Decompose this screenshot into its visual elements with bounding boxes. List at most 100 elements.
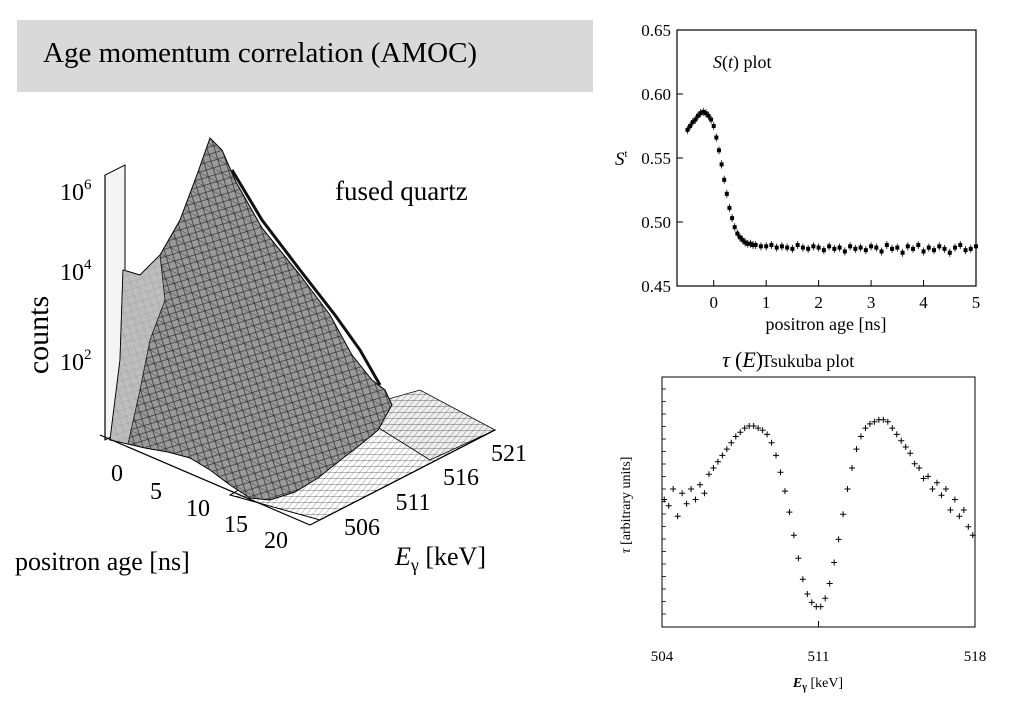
banner-title: Age momentum correlation (AMOC) xyxy=(43,37,478,69)
st-y-tick-label: 0.60 xyxy=(641,85,671,104)
amoc-surface-chart: fused quartz counts 102 104 106 0 5 10 15 20 506 51… xyxy=(15,137,527,576)
tau-data-point xyxy=(947,507,954,513)
y-tick-label: 516 xyxy=(443,465,479,491)
tau-data-point xyxy=(933,479,940,486)
tau-plot-background xyxy=(608,375,996,700)
tau-data-point xyxy=(750,423,757,429)
st-x-tick-label: 0 xyxy=(709,293,718,312)
tau-data-point xyxy=(925,473,932,480)
tau-data-point xyxy=(799,576,806,583)
surface-x-label: positron age [ns] xyxy=(15,547,190,576)
tsukuba-title: Tsukuba plot xyxy=(761,351,854,371)
tau-data-point xyxy=(661,496,668,503)
surface-mesh xyxy=(110,138,392,500)
tau-data-point xyxy=(969,532,976,539)
tau-data-point xyxy=(884,418,891,425)
tsukuba-plot: τ ‾ (E) Tsukuba plot 504 511 518 τ [arbitr… xyxy=(608,345,996,700)
x-tick-label: 15 xyxy=(224,512,248,538)
tau-data-point xyxy=(938,492,945,499)
y-tick-label: 521 xyxy=(491,441,527,467)
tau-data-point xyxy=(723,446,730,453)
tau-data-point xyxy=(741,425,748,432)
tau-data-point xyxy=(942,486,949,492)
tau-data-point xyxy=(831,559,838,566)
tau-symbol-title: τ xyxy=(722,347,731,372)
tau-data-point xyxy=(710,465,717,471)
tau-data-point xyxy=(929,486,936,492)
tau-data-point xyxy=(920,475,927,482)
tau-data-point xyxy=(781,488,788,495)
tau-data-point xyxy=(951,496,958,503)
tau-data-point xyxy=(737,429,744,436)
tau-y-axis-label: τ [arbitrary units] xyxy=(619,457,634,554)
tau-data-point xyxy=(728,439,735,446)
surface-y-label: Eγ [keV] xyxy=(394,542,486,575)
tau-data-point xyxy=(688,486,695,492)
tau-data-point xyxy=(714,458,721,465)
tau-data-point xyxy=(889,425,896,432)
tau-data-point xyxy=(701,490,708,497)
tau-data-point xyxy=(916,465,923,471)
x-axis-line xyxy=(99,434,311,526)
tau-data-point xyxy=(719,452,726,459)
tau-data-point xyxy=(692,496,699,503)
st-x-axis-label: positron age [ns] xyxy=(766,314,887,334)
tau-x-tick-label: 504 xyxy=(651,649,674,665)
st-plot-background xyxy=(608,30,986,342)
y-axis-line xyxy=(309,429,496,526)
surface-annotation: fused quartz xyxy=(335,176,468,206)
tau-data-point xyxy=(911,460,918,467)
tau-data-point xyxy=(665,502,672,509)
tau-data-point xyxy=(817,603,824,610)
tau-data-point xyxy=(679,490,686,497)
tau-data-point xyxy=(777,469,784,476)
tau-data-point xyxy=(759,427,766,434)
tau-x-tick-label: 518 xyxy=(964,649,987,665)
st-y-tick-label: 0.45 xyxy=(641,277,671,296)
tau-data-point xyxy=(835,536,842,543)
st-y-tick-label: 0.50 xyxy=(641,213,671,232)
z-tick-label: 102 xyxy=(60,347,92,376)
tau-data-point xyxy=(862,425,869,432)
z-tick-label: 104 xyxy=(60,257,92,286)
tau-data-point xyxy=(880,416,887,423)
tau-data-point xyxy=(893,431,900,438)
tau-data-point xyxy=(804,591,811,597)
x-tick-label: 10 xyxy=(186,496,210,522)
tau-data-point xyxy=(857,433,864,440)
x-tick-label: 0 xyxy=(111,461,123,487)
tau-data-point xyxy=(849,465,856,471)
surface-ridge xyxy=(230,169,382,386)
tau-data-point xyxy=(773,452,780,459)
tau-data-point xyxy=(866,420,873,427)
st-x-tick-label: 5 xyxy=(972,293,981,312)
tau-data-point xyxy=(790,532,797,539)
tau-data-point xyxy=(786,509,793,516)
tau-data-point xyxy=(871,418,878,425)
tau-data-point xyxy=(683,500,690,507)
title-banner: Age momentum correlation (AMOC) xyxy=(17,20,593,92)
tau-data-point xyxy=(956,513,963,520)
st-x-tick-label: 3 xyxy=(867,293,876,312)
tau-data-point xyxy=(898,437,905,444)
tau-data-point xyxy=(960,507,967,513)
tau-data-point xyxy=(902,444,909,450)
st-plot: 0 1 2 3 4 50.450.500.550.600.65 S(t) plot St … xyxy=(608,21,986,342)
surface-left-face xyxy=(109,254,166,445)
st-y-tick-label: 0.55 xyxy=(641,149,671,168)
st-x-tick-label: 2 xyxy=(814,293,823,312)
x-tick-label: 20 xyxy=(264,528,288,554)
z-tick-label: 106 xyxy=(60,177,92,206)
st-x-tick-label: 1 xyxy=(762,293,771,312)
tau-data-point xyxy=(674,513,681,520)
tau-data-point xyxy=(907,450,914,457)
st-x-tick-label: 4 xyxy=(919,293,928,312)
tau-data-point xyxy=(755,425,762,432)
tau-data-point xyxy=(840,511,847,518)
tau-data-point xyxy=(764,431,771,438)
tau-data-point xyxy=(670,486,677,492)
tau-data-point xyxy=(732,433,739,440)
tau-data-point xyxy=(705,471,712,478)
st-y-axis-label: St xyxy=(615,148,628,170)
tau-data-point xyxy=(768,439,775,446)
